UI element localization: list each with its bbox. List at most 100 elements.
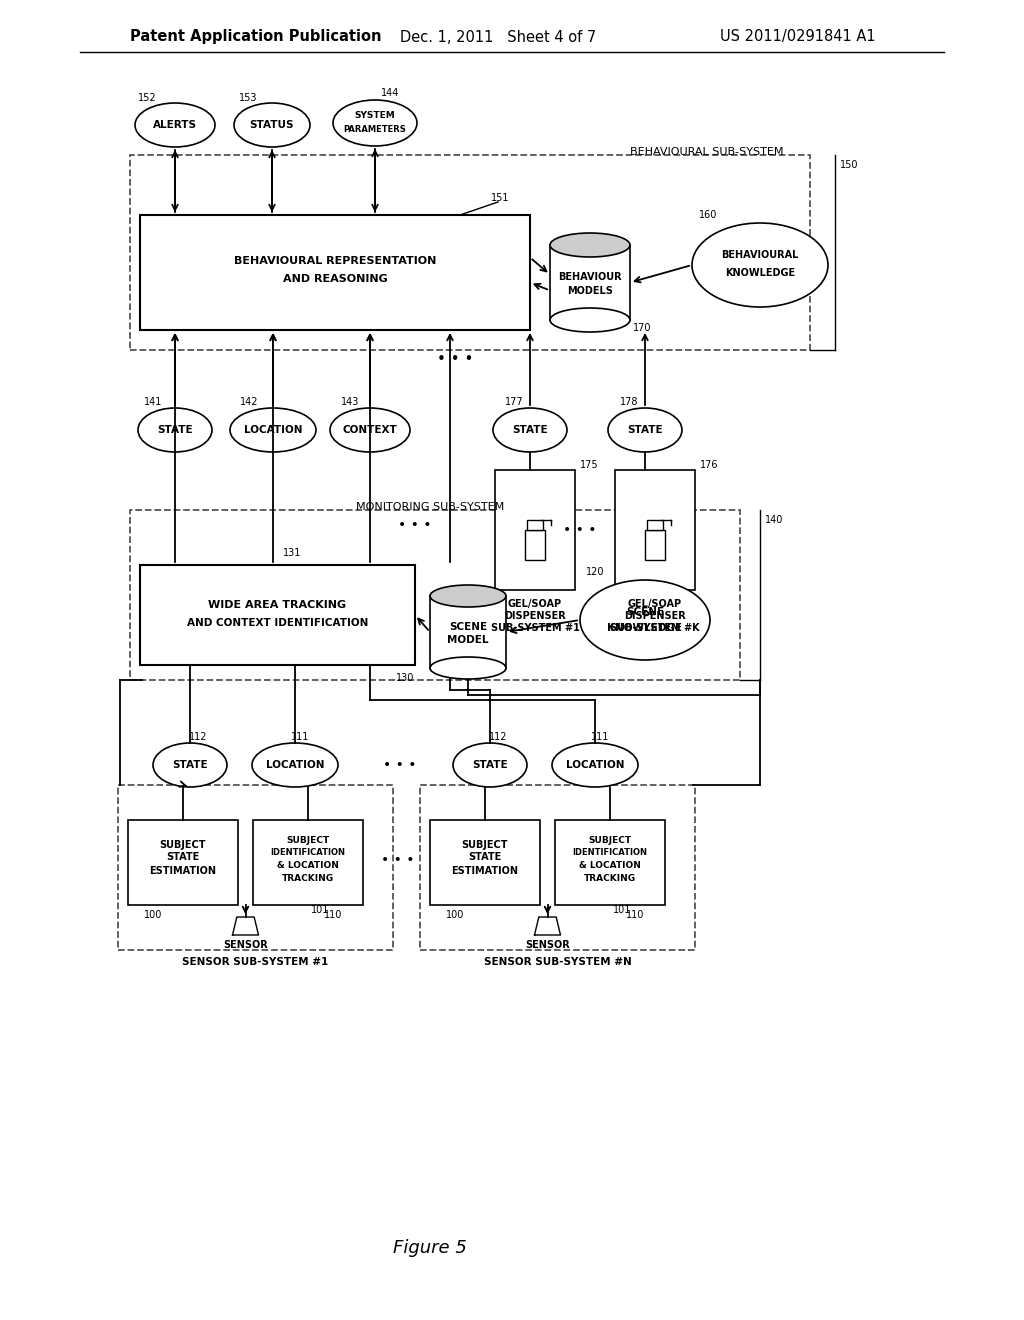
Text: SUBJECT: SUBJECT	[160, 840, 206, 850]
Ellipse shape	[608, 408, 682, 451]
Text: STATE: STATE	[472, 760, 508, 770]
Text: SUBJECT: SUBJECT	[287, 836, 330, 845]
Text: 151: 151	[490, 193, 509, 203]
Text: • • •: • • •	[398, 517, 432, 532]
Text: DISPENSER: DISPENSER	[504, 611, 566, 620]
Bar	[130, 510, 740, 680]
Text: & LOCATION: & LOCATION	[278, 861, 339, 870]
Text: PARAMETERS: PARAMETERS	[344, 124, 407, 133]
Ellipse shape	[430, 585, 506, 607]
Text: 141: 141	[143, 397, 162, 407]
Text: SENSOR SUB-SYSTEM #1: SENSOR SUB-SYSTEM #1	[182, 957, 329, 968]
Text: 152: 152	[137, 92, 157, 103]
Text: GEL/SOAP: GEL/SOAP	[628, 599, 682, 609]
Text: BEHAVIOURAL: BEHAVIOURAL	[721, 249, 799, 260]
Text: KNOWLEDGE: KNOWLEDGE	[725, 268, 795, 279]
Bar	[550, 246, 630, 319]
Ellipse shape	[234, 103, 310, 147]
Text: SUB-SYSTEM #K: SUB-SYSTEM #K	[610, 623, 699, 634]
Text: SENSOR SUB-SYSTEM #N: SENSOR SUB-SYSTEM #N	[483, 957, 632, 968]
Text: GEL/SOAP: GEL/SOAP	[508, 599, 562, 609]
Text: 170: 170	[633, 323, 651, 333]
Text: 111: 111	[291, 733, 309, 742]
Text: 142: 142	[240, 397, 258, 407]
Text: TRACKING: TRACKING	[282, 874, 334, 883]
Text: 101: 101	[311, 906, 330, 915]
Text: BEHAVIOURAL REPRESENTATION: BEHAVIOURAL REPRESENTATION	[233, 256, 436, 265]
Text: SCENE: SCENE	[626, 607, 664, 616]
Text: BEHAVIOURAL SUB-SYSTEM: BEHAVIOURAL SUB-SYSTEM	[630, 147, 783, 157]
Text: TRACKING: TRACKING	[584, 874, 636, 883]
Text: 140: 140	[765, 515, 783, 525]
Text: 178: 178	[620, 397, 638, 407]
Text: SENSOR: SENSOR	[223, 940, 268, 950]
Text: 160: 160	[698, 210, 717, 220]
Ellipse shape	[580, 579, 710, 660]
Text: US 2011/0291841 A1: US 2011/0291841 A1	[720, 29, 876, 45]
Bar	[430, 597, 506, 668]
Bar	[430, 820, 540, 906]
Text: • • •: • • •	[437, 352, 473, 367]
Text: IDENTIFICATION: IDENTIFICATION	[270, 847, 345, 857]
Text: STATE: STATE	[627, 425, 663, 436]
Text: WIDE AREA TRACKING: WIDE AREA TRACKING	[209, 601, 346, 610]
Ellipse shape	[153, 743, 227, 787]
Bar	[128, 820, 238, 906]
Polygon shape	[535, 917, 560, 935]
Text: IDENTIFICATION: IDENTIFICATION	[572, 847, 647, 857]
Ellipse shape	[692, 223, 828, 308]
Ellipse shape	[550, 308, 630, 333]
Text: 101: 101	[613, 906, 632, 915]
Text: 112: 112	[488, 733, 507, 742]
Text: STATE: STATE	[468, 853, 502, 862]
Bar	[130, 154, 810, 350]
Bar	[645, 531, 665, 560]
Text: 153: 153	[239, 92, 257, 103]
Ellipse shape	[493, 408, 567, 451]
Bar	[140, 565, 415, 665]
Text: SCENE: SCENE	[449, 622, 487, 632]
Text: STATE: STATE	[158, 425, 193, 436]
Text: 177: 177	[505, 397, 523, 407]
Text: 176: 176	[700, 459, 719, 470]
Text: • • •: • • •	[563, 523, 597, 537]
Bar	[525, 531, 545, 560]
Text: 110: 110	[626, 909, 644, 920]
Ellipse shape	[252, 743, 338, 787]
Bar	[555, 820, 665, 906]
Bar	[615, 470, 695, 590]
Text: STATE: STATE	[172, 760, 208, 770]
Text: 112: 112	[188, 733, 207, 742]
Polygon shape	[232, 917, 258, 935]
Ellipse shape	[453, 743, 527, 787]
Text: 130: 130	[396, 673, 414, 682]
Text: 110: 110	[324, 909, 342, 920]
Text: ALERTS: ALERTS	[153, 120, 197, 129]
Text: MONITORING SUB-SYSTEM: MONITORING SUB-SYSTEM	[356, 502, 504, 512]
Text: MODEL: MODEL	[447, 635, 488, 645]
Bar	[118, 785, 393, 950]
Text: • • •: • • •	[383, 758, 417, 772]
Ellipse shape	[333, 100, 417, 147]
Text: SYSTEM: SYSTEM	[354, 111, 395, 120]
Text: 131: 131	[284, 548, 302, 558]
Text: 150: 150	[840, 160, 858, 170]
Text: DISPENSER: DISPENSER	[624, 611, 686, 620]
Text: 100: 100	[445, 909, 464, 920]
Text: SUBJECT: SUBJECT	[462, 840, 508, 850]
Text: ESTIMATION: ESTIMATION	[150, 866, 216, 875]
Ellipse shape	[135, 103, 215, 147]
Text: 175: 175	[580, 459, 599, 470]
Ellipse shape	[430, 657, 506, 678]
Bar	[495, 470, 575, 590]
Text: BEHAVIOUR: BEHAVIOUR	[558, 272, 622, 282]
Text: STATUS: STATUS	[250, 120, 294, 129]
Text: AND REASONING: AND REASONING	[283, 273, 387, 284]
Text: KNOWLEDGE: KNOWLEDGE	[607, 623, 683, 634]
Text: MODELS: MODELS	[567, 285, 613, 296]
Text: 143: 143	[341, 397, 359, 407]
Bar	[253, 820, 362, 906]
Text: LOCATION: LOCATION	[565, 760, 625, 770]
Ellipse shape	[550, 234, 630, 257]
Text: & LOCATION: & LOCATION	[579, 861, 641, 870]
